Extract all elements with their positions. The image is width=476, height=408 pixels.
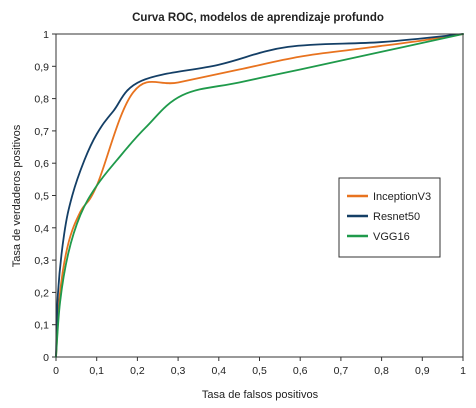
legend-label-resnet50: Resnet50 xyxy=(373,211,420,223)
legend: InceptionV3 Resnet50 VGG16 xyxy=(338,177,441,258)
y-tick-label: 0,8 xyxy=(34,94,49,106)
x-tick-label: 0,9 xyxy=(415,365,430,377)
x-tick-label: 0,7 xyxy=(334,365,349,377)
x-axis-title: Tasa de falsos positivos xyxy=(202,389,319,401)
y-tick-label: 1 xyxy=(43,29,49,41)
y-tick-label: 0,7 xyxy=(34,126,49,138)
chart-title: Curva ROC, modelos de aprendizaje profun… xyxy=(132,12,384,24)
series-line-vgg16 xyxy=(55,33,464,358)
y-tick-label: 0,4 xyxy=(34,223,49,235)
x-tick-label: 0,4 xyxy=(211,365,226,377)
x-axis-ticks: 0 0,1 0,2 0,3 0,4 0,5 0,6 0,7 0,8 0,9 1 xyxy=(53,357,466,377)
y-tick-label: 0,2 xyxy=(34,287,49,299)
legend-label-vgg16: VGG16 xyxy=(373,231,410,243)
x-tick-label: 1 xyxy=(460,365,466,377)
legend-label-inceptionv3: InceptionV3 xyxy=(373,191,431,203)
y-tick-label: 0,9 xyxy=(34,61,49,73)
series-lines xyxy=(55,33,464,358)
x-tick-label: 0,3 xyxy=(171,365,186,377)
y-axis-ticks: 0 0,1 0,2 0,3 0,4 0,5 0,6 0,7 0,8 0,9 1 xyxy=(34,29,56,364)
series-line-resnet50 xyxy=(55,33,464,358)
plot-frame xyxy=(55,33,464,358)
y-tick-label: 0,1 xyxy=(34,320,49,332)
x-tick-label: 0,1 xyxy=(89,365,104,377)
y-tick-label: 0,6 xyxy=(34,158,49,170)
x-tick-label: 0,8 xyxy=(374,365,389,377)
legend-box xyxy=(338,177,441,258)
y-tick-label: 0,5 xyxy=(34,191,49,203)
x-tick-label: 0,2 xyxy=(130,365,145,377)
x-tick-label: 0,5 xyxy=(252,365,267,377)
series-line-inceptionv3 xyxy=(55,33,464,358)
y-axis-title: Tasa de verdaderos positivos xyxy=(11,124,23,267)
x-tick-label: 0,6 xyxy=(293,365,308,377)
y-tick-label: 0 xyxy=(43,352,49,364)
y-tick-label: 0,3 xyxy=(34,255,49,267)
x-tick-label: 0 xyxy=(53,365,59,377)
